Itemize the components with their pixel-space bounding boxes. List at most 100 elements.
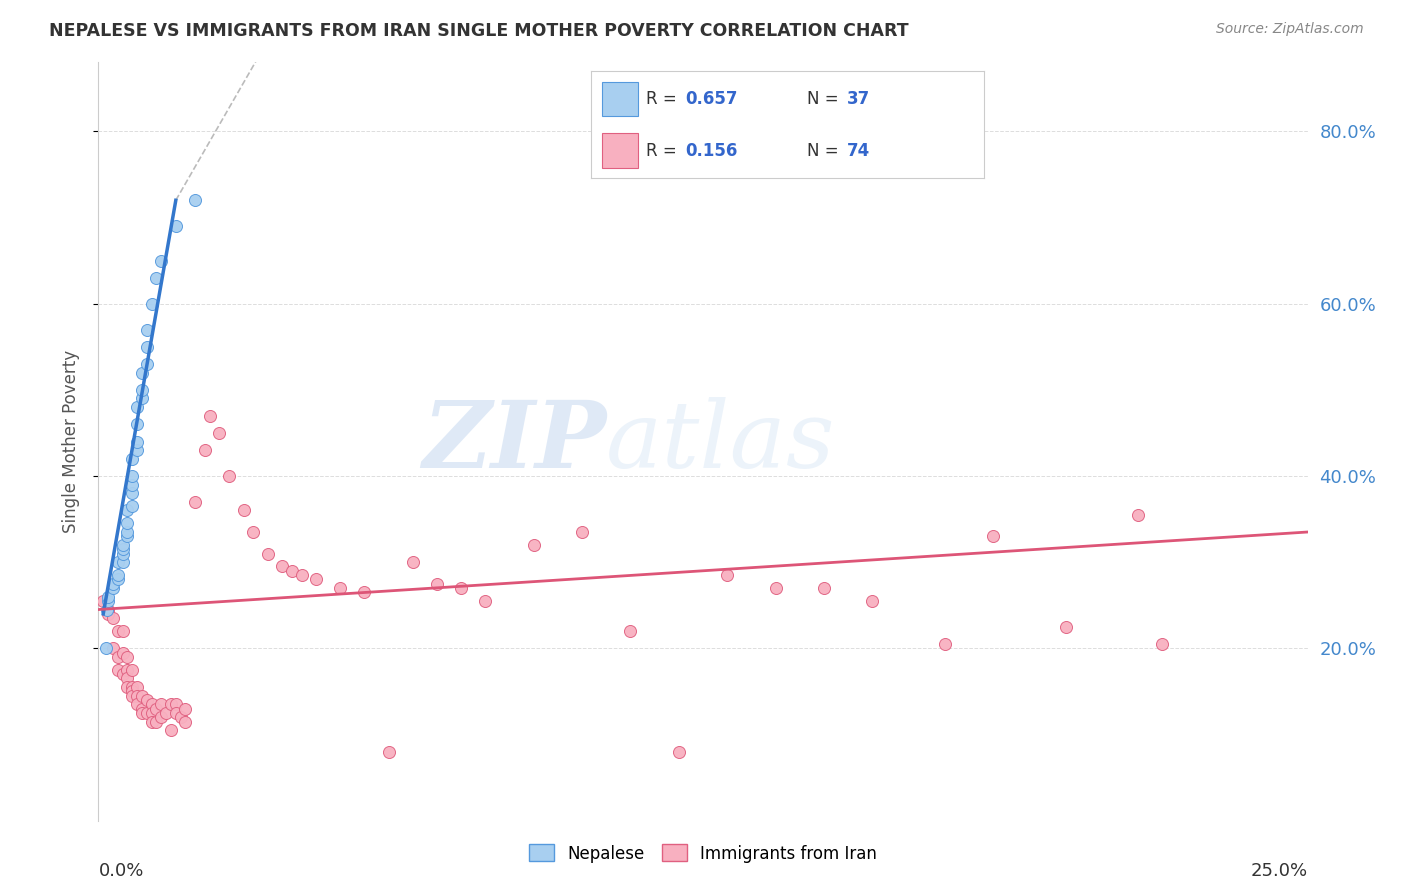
Point [256,547,278,561]
Point [329,581,352,595]
Point [111,667,134,681]
Point [121,469,143,483]
Point [160,698,183,712]
Point [97,602,120,616]
Legend: Nepalese, Immigrants from Iran: Nepalese, Immigrants from Iran [523,838,883,869]
Point [131,383,153,397]
Point [101,576,124,591]
Point [934,637,956,651]
Point [96,602,118,616]
Point [117,529,139,543]
Text: 74: 74 [846,142,870,160]
Point [184,194,207,208]
Point [377,745,399,759]
Text: atlas: atlas [606,397,835,486]
Point [141,698,163,712]
Point [107,663,129,677]
Point [1054,620,1077,634]
Point [860,594,883,608]
Point [94,641,117,656]
Point [127,417,149,432]
Point [208,425,231,440]
Point [474,594,496,608]
Point [121,680,143,694]
Bar [602,82,638,116]
Point [117,516,139,531]
Point [121,499,143,513]
Point [668,745,690,759]
Point [141,714,163,729]
Point [111,538,134,552]
Point [174,701,197,715]
Point [127,400,149,414]
Point [305,573,328,587]
Point [1128,508,1150,522]
Point [165,706,187,720]
Text: 0.657: 0.657 [685,90,738,108]
Point [184,495,207,509]
Point [813,581,835,595]
Point [101,641,124,656]
Point [117,503,139,517]
Point [117,672,139,686]
Point [135,706,157,720]
Point [127,434,149,449]
Point [169,710,191,724]
Point [141,296,163,310]
Point [107,573,129,587]
Point [97,590,120,604]
Point [450,581,472,595]
Point [101,611,124,625]
Point [716,568,738,582]
Point [107,568,129,582]
Point [141,706,163,720]
Point [117,680,139,694]
Y-axis label: Single Mother Poverty: Single Mother Poverty [62,350,80,533]
Point [111,542,134,557]
Point [135,340,157,354]
Point [121,663,143,677]
Point [145,714,167,729]
Point [981,529,1004,543]
Point [765,581,787,595]
Point [145,701,167,715]
Point [353,585,375,599]
Text: N =: N = [807,90,844,108]
Point [131,701,153,715]
Point [121,689,143,703]
Point [135,693,157,707]
Point [523,538,546,552]
Point [97,607,120,621]
Point [281,564,304,578]
Text: Source: ZipAtlas.com: Source: ZipAtlas.com [1216,22,1364,37]
Point [165,219,187,234]
Point [198,409,221,423]
Point [121,451,143,466]
Point [619,624,641,639]
Text: 0.156: 0.156 [685,142,737,160]
Point [107,555,129,569]
Point [271,559,294,574]
Point [107,624,129,639]
Point [131,366,153,380]
Text: NEPALESE VS IMMIGRANTS FROM IRAN SINGLE MOTHER POVERTY CORRELATION CHART: NEPALESE VS IMMIGRANTS FROM IRAN SINGLE … [49,22,908,40]
Point [111,547,134,561]
Point [111,555,134,569]
Point [135,357,157,371]
Point [117,524,139,539]
Text: R =: R = [645,90,682,108]
Point [121,684,143,698]
Point [290,568,312,582]
Point [91,594,114,608]
Point [174,714,197,729]
Point [111,624,134,639]
Point [150,253,173,268]
Point [101,581,124,595]
Point [117,663,139,677]
Point [135,322,157,336]
Point [1152,637,1174,651]
Text: N =: N = [807,142,844,160]
Point [232,503,254,517]
Bar [602,134,638,168]
Point [145,270,167,285]
